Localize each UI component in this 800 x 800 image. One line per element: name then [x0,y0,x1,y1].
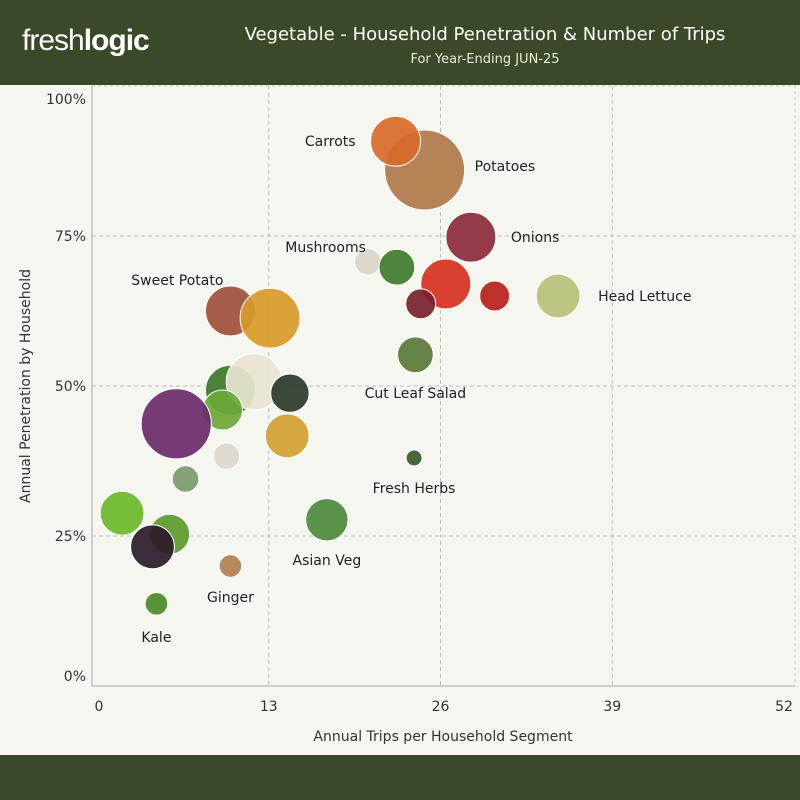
x-axis-label: Annual Trips per Household Segment [313,729,573,745]
bubble-onions[interactable] [445,211,497,263]
y-tick-label: 25% [55,529,86,545]
bubble-fresh-herbs[interactable] [405,449,423,467]
y-tick-label: 100% [46,92,86,108]
bubble-asian-veg[interactable] [305,498,349,542]
point-label: Sweet Potato [131,273,223,289]
bubble[interactable] [99,490,145,536]
point-label: Ginger [207,590,254,606]
chart-title: Vegetable - Household Penetration & Numb… [244,24,726,45]
bubble-carrots[interactable] [370,115,422,167]
point-label: Carrots [305,134,356,150]
footer-bar [0,755,800,800]
bubble-kale[interactable] [144,591,169,616]
x-tick-label: 39 [603,699,621,715]
bubble[interactable] [264,413,310,459]
gridlines [91,85,796,687]
bubble[interactable] [212,442,241,470]
tick-labels: 0 13 26 39 52 0% 25% 50% 75% 100% [46,92,793,715]
logo-part-fresh: fresh [22,24,85,57]
chart-subtitle: For Year-Ending JUN-25 [410,52,560,67]
x-tick-label: 0 [95,699,104,715]
bubble[interactable] [130,524,175,570]
bubble[interactable] [270,373,310,413]
point-label: Potatoes [475,159,536,175]
point-label: Fresh Herbs [373,481,456,497]
bubble[interactable] [171,465,200,493]
bubble-mushrooms[interactable] [378,248,416,286]
bubble[interactable] [140,388,212,460]
point-label: Kale [141,630,171,646]
point-label: Cut Leaf Salad [365,386,467,402]
bubble-ginger[interactable] [218,554,243,578]
y-tick-label: 75% [55,229,86,245]
point-label: Onions [511,230,560,246]
y-tick-label: 50% [55,379,86,395]
y-axis-label: Annual Penetration by Household [18,269,34,503]
x-tick-label: 26 [432,699,450,715]
bubble-head-lettuce[interactable] [535,273,581,319]
x-tick-label: 13 [260,699,278,715]
bubble-cut-leaf-salad[interactable] [397,336,434,374]
x-tick-label: 52 [775,699,793,715]
bubbles [99,115,581,616]
bubble[interactable] [479,280,511,312]
bubble[interactable] [239,287,301,349]
point-label: Asian Veg [293,553,362,569]
logo-part-logic: logic [83,24,150,57]
bubble[interactable] [405,288,437,320]
y-tick-label: 0% [64,669,86,685]
point-labels: Potatoes Carrots Onions Mushrooms Head Lettu… [131,134,691,646]
header-bar: freshlogic Vegetable - Household Penetra… [0,0,800,85]
point-label: Mushrooms [285,240,366,256]
freshlogic-logo: freshlogic [22,24,150,58]
point-label: Head Lettuce [598,289,691,305]
